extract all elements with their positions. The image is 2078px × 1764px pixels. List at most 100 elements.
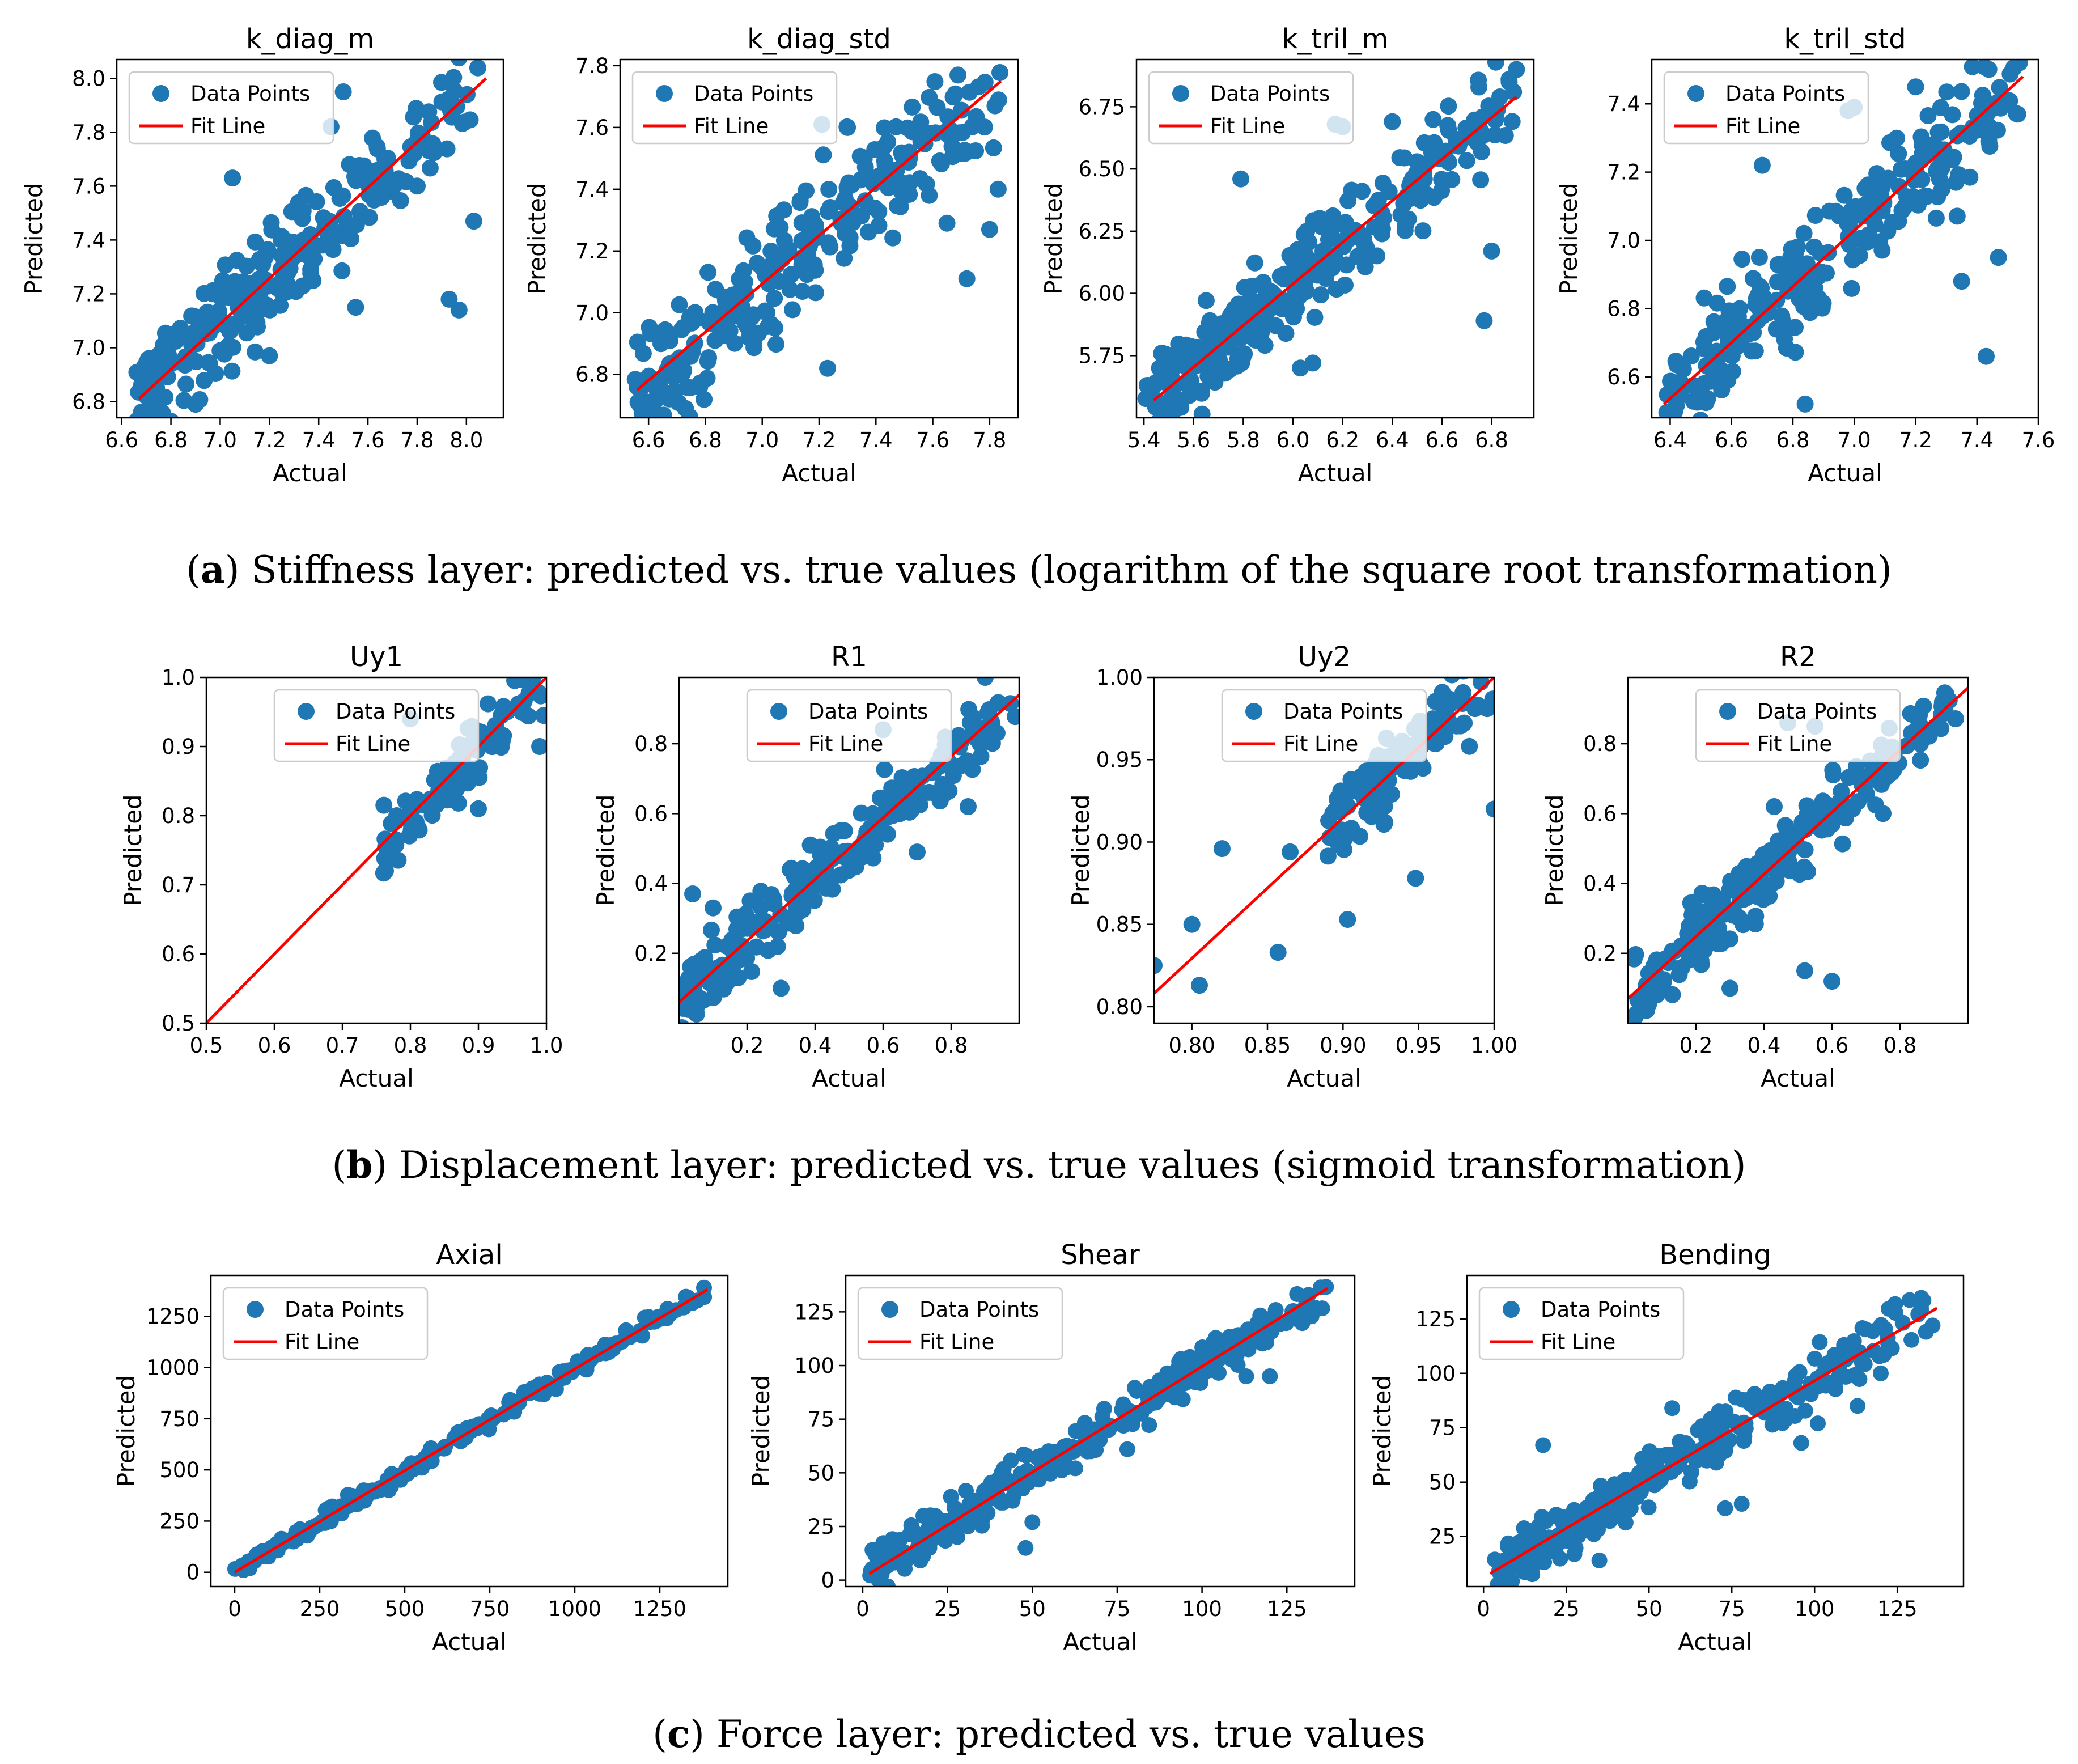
x-tick-label: 0.85 (1244, 1033, 1291, 1058)
data-point (1719, 278, 1736, 295)
y-tick-label: 7.2 (1607, 160, 1640, 185)
data-point (1893, 160, 1910, 178)
data-point (1254, 1335, 1271, 1352)
x-tick-label: 7.8 (973, 428, 1006, 452)
data-point (839, 118, 856, 136)
legend: Data Points Fit Line (222, 1287, 429, 1360)
data-point (798, 266, 816, 283)
data-point (139, 445, 156, 462)
data-point (1924, 1317, 1941, 1334)
y-tick-label: 7.0 (1607, 228, 1640, 253)
data-point (926, 73, 944, 90)
legend: Data Points Fit Line (1695, 689, 1901, 762)
x-tick-label: 5.6 (1177, 428, 1210, 452)
plot-frame (845, 1274, 1356, 1588)
data-point (1238, 1368, 1254, 1384)
data-point (1929, 717, 1946, 735)
legend: Data Points Fit Line (746, 689, 952, 762)
data-point (679, 1019, 689, 1023)
data-point (952, 101, 970, 119)
y-tick-label: 7.2 (575, 239, 609, 264)
data-point (1778, 340, 1795, 357)
plot-frame (210, 1274, 729, 1588)
data-point (976, 74, 994, 91)
x-tick-label: 6.4 (1376, 428, 1409, 452)
data-point (978, 30, 995, 47)
x-tick-label: 5.4 (1127, 428, 1161, 452)
data-point (964, 761, 981, 778)
data-point (1818, 820, 1836, 838)
y-tick-label: 0.7 (162, 873, 195, 897)
data-point (1494, 1570, 1510, 1586)
data-point (258, 296, 275, 314)
data-point (1912, 752, 1929, 769)
y-tick-label: 0.8 (162, 804, 195, 828)
data-point (1003, 1452, 1019, 1469)
y-tick-label: 0.95 (1096, 748, 1143, 772)
y-tick-label: 0.90 (1096, 830, 1143, 854)
data-point (837, 225, 854, 242)
data-point (788, 881, 806, 898)
data-point (915, 1508, 931, 1524)
data-point (1243, 327, 1261, 345)
data-point (629, 378, 646, 396)
data-point (782, 266, 800, 283)
data-point (1806, 1350, 1823, 1367)
legend-label-points: Data Points (285, 1297, 404, 1322)
x-tick-label: 1.00 (1471, 1033, 1517, 1058)
x-tick-label: 0.95 (1395, 1033, 1441, 1058)
x-tick-label: 6.2 (1326, 428, 1359, 452)
data-point (243, 309, 260, 327)
data-point (1548, 1507, 1564, 1523)
data-point (1215, 361, 1233, 378)
data-point (1805, 238, 1823, 256)
x-axis-label: Actual (1678, 1628, 1753, 1656)
x-tick-label: 6.6 (1425, 428, 1458, 452)
data-point (1184, 1360, 1201, 1376)
data-point (263, 221, 281, 239)
y-tick-label: 0 (186, 1561, 200, 1585)
y-tick-label: 7.4 (575, 177, 609, 202)
legend-marker-points (1503, 1301, 1520, 1318)
y-tick-label: 7.8 (575, 54, 609, 78)
data-point (892, 198, 909, 215)
y-tick-label: 0.80 (1096, 995, 1143, 1019)
legend: Data Points Fit Line (857, 1287, 1063, 1360)
data-point (1007, 652, 1024, 669)
data-point (1902, 1292, 1918, 1308)
data-point (854, 840, 871, 858)
data-point (976, 118, 993, 136)
data-point (247, 343, 264, 361)
data-point (1154, 957, 1163, 974)
data-point (1452, 717, 1469, 735)
x-tick-label: 6.8 (1475, 428, 1508, 452)
legend-marker-points (881, 1301, 898, 1318)
data-point (1141, 377, 1159, 394)
data-point (960, 701, 978, 718)
plot-frame (116, 58, 504, 419)
data-point (1820, 796, 1838, 814)
chart-title: k_tril_std (1784, 23, 1906, 55)
data-point (1795, 224, 1813, 242)
data-point (450, 60, 468, 67)
data-point (921, 186, 938, 204)
data-point (506, 677, 523, 689)
data-point (1747, 296, 1765, 313)
x-tick-label: 75 (1719, 1597, 1745, 1621)
data-point (1893, 202, 1911, 219)
data-point (1915, 1292, 1932, 1309)
data-point (756, 302, 774, 320)
x-tick-label: 7.8 (401, 428, 434, 452)
data-point (784, 301, 801, 319)
data-point (1477, 659, 1494, 676)
data-point (347, 299, 364, 316)
data-point (1275, 270, 1293, 287)
x-tick-label: 7.4 (859, 428, 893, 452)
data-point (1708, 342, 1725, 360)
data-point (1833, 783, 1850, 800)
data-point (1197, 292, 1215, 309)
data-point (954, 124, 972, 141)
data-point (691, 378, 709, 396)
chart-7: R2 0.2 0.4 0.6 0.8 0.2 0.4 0.6 0.8 Actual Predicte… (1541, 641, 1969, 1092)
chart-title: k_diag_std (747, 23, 891, 55)
